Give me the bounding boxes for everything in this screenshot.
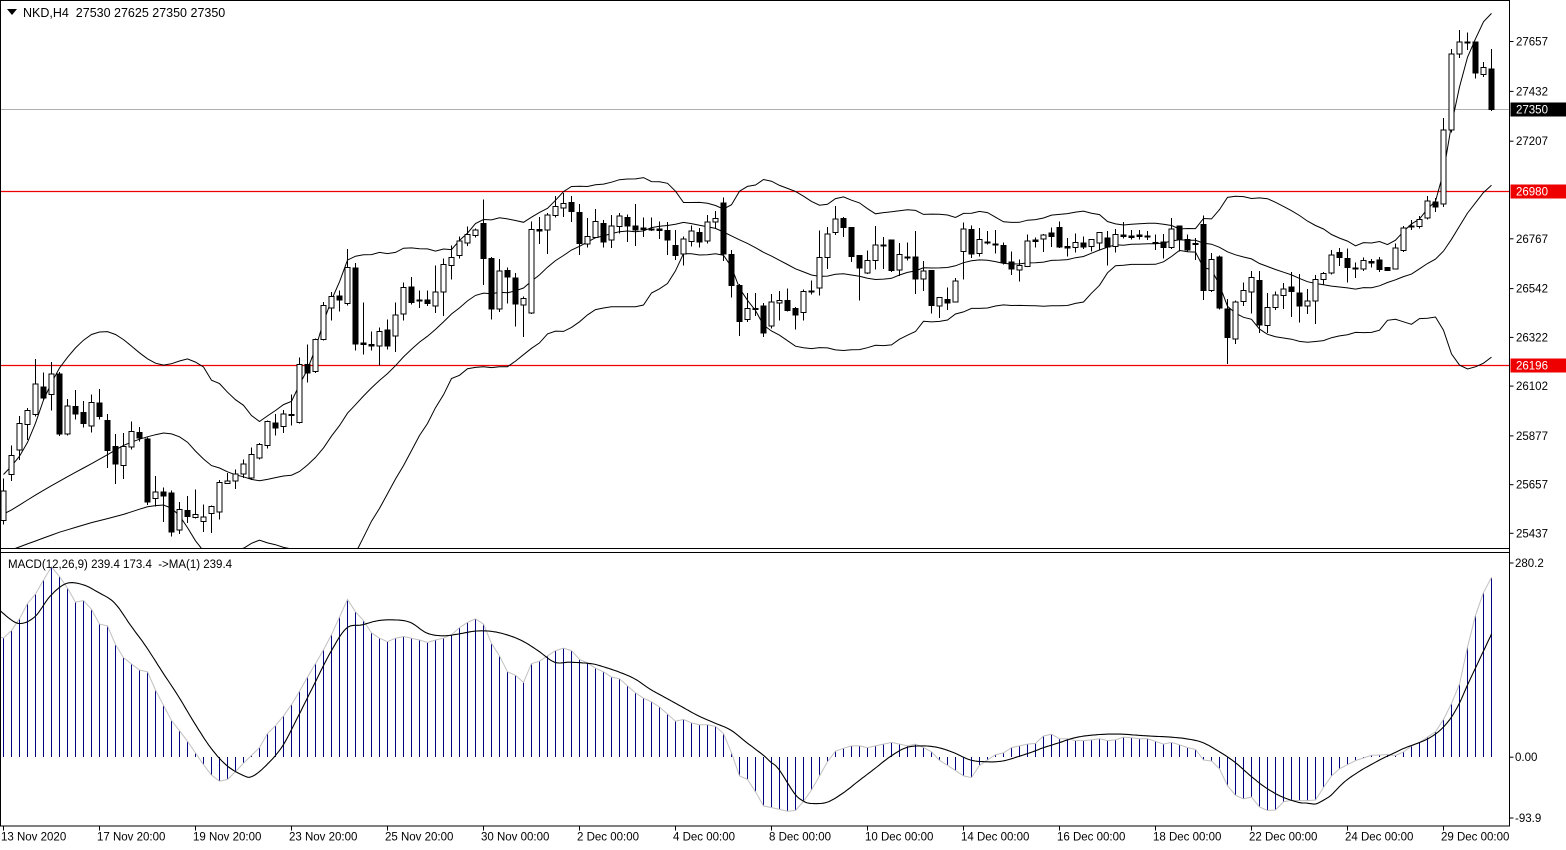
svg-text:NKD,H4 27530 27625 27350 2735: NKD,H4 27530 27625 27350 27350 — [23, 6, 225, 20]
svg-text:25657: 25657 — [1516, 480, 1548, 492]
svg-text:22 Dec 00:00: 22 Dec 00:00 — [1249, 832, 1317, 844]
svg-text:-93.9: -93.9 — [1515, 813, 1541, 825]
svg-text:29 Dec 00:00: 29 Dec 00:00 — [1441, 832, 1509, 844]
svg-text:280.2: 280.2 — [1515, 558, 1544, 570]
svg-text:16 Dec 00:00: 16 Dec 00:00 — [1057, 832, 1125, 844]
svg-text:MACD(12,26,9) 239.4 173.4 ->M: MACD(12,26,9) 239.4 173.4 ->MA(1) 239.4 — [8, 559, 233, 571]
svg-text:26542: 26542 — [1516, 284, 1548, 296]
svg-text:26102: 26102 — [1516, 381, 1548, 393]
svg-text:18 Dec 00:00: 18 Dec 00:00 — [1153, 832, 1221, 844]
svg-text:26767: 26767 — [1516, 234, 1548, 246]
svg-text:14 Dec 00:00: 14 Dec 00:00 — [961, 832, 1029, 844]
svg-text:8 Dec 00:00: 8 Dec 00:00 — [769, 832, 831, 844]
svg-text:25437: 25437 — [1516, 528, 1548, 540]
svg-text:27350: 27350 — [1516, 105, 1548, 117]
svg-text:0.00: 0.00 — [1515, 752, 1537, 764]
svg-text:26322: 26322 — [1516, 332, 1548, 344]
svg-text:30 Nov 00:00: 30 Nov 00:00 — [481, 832, 549, 844]
svg-text:26196: 26196 — [1516, 361, 1548, 373]
svg-text:27657: 27657 — [1516, 37, 1548, 49]
svg-text:19 Nov 20:00: 19 Nov 20:00 — [193, 832, 261, 844]
svg-text:2 Dec 00:00: 2 Dec 00:00 — [577, 832, 639, 844]
svg-text:24 Dec 00:00: 24 Dec 00:00 — [1345, 832, 1413, 844]
svg-text:13 Nov 2020: 13 Nov 2020 — [1, 832, 66, 844]
svg-text:27432: 27432 — [1516, 86, 1548, 98]
svg-text:10 Dec 00:00: 10 Dec 00:00 — [865, 832, 933, 844]
svg-text:23 Nov 20:00: 23 Nov 20:00 — [289, 832, 357, 844]
svg-text:17 Nov 20:00: 17 Nov 20:00 — [97, 832, 165, 844]
svg-text:4 Dec 00:00: 4 Dec 00:00 — [673, 832, 735, 844]
svg-text:26980: 26980 — [1516, 187, 1548, 199]
svg-text:25 Nov 20:00: 25 Nov 20:00 — [385, 832, 453, 844]
svg-text:27207: 27207 — [1516, 136, 1548, 148]
svg-text:25877: 25877 — [1516, 431, 1548, 443]
